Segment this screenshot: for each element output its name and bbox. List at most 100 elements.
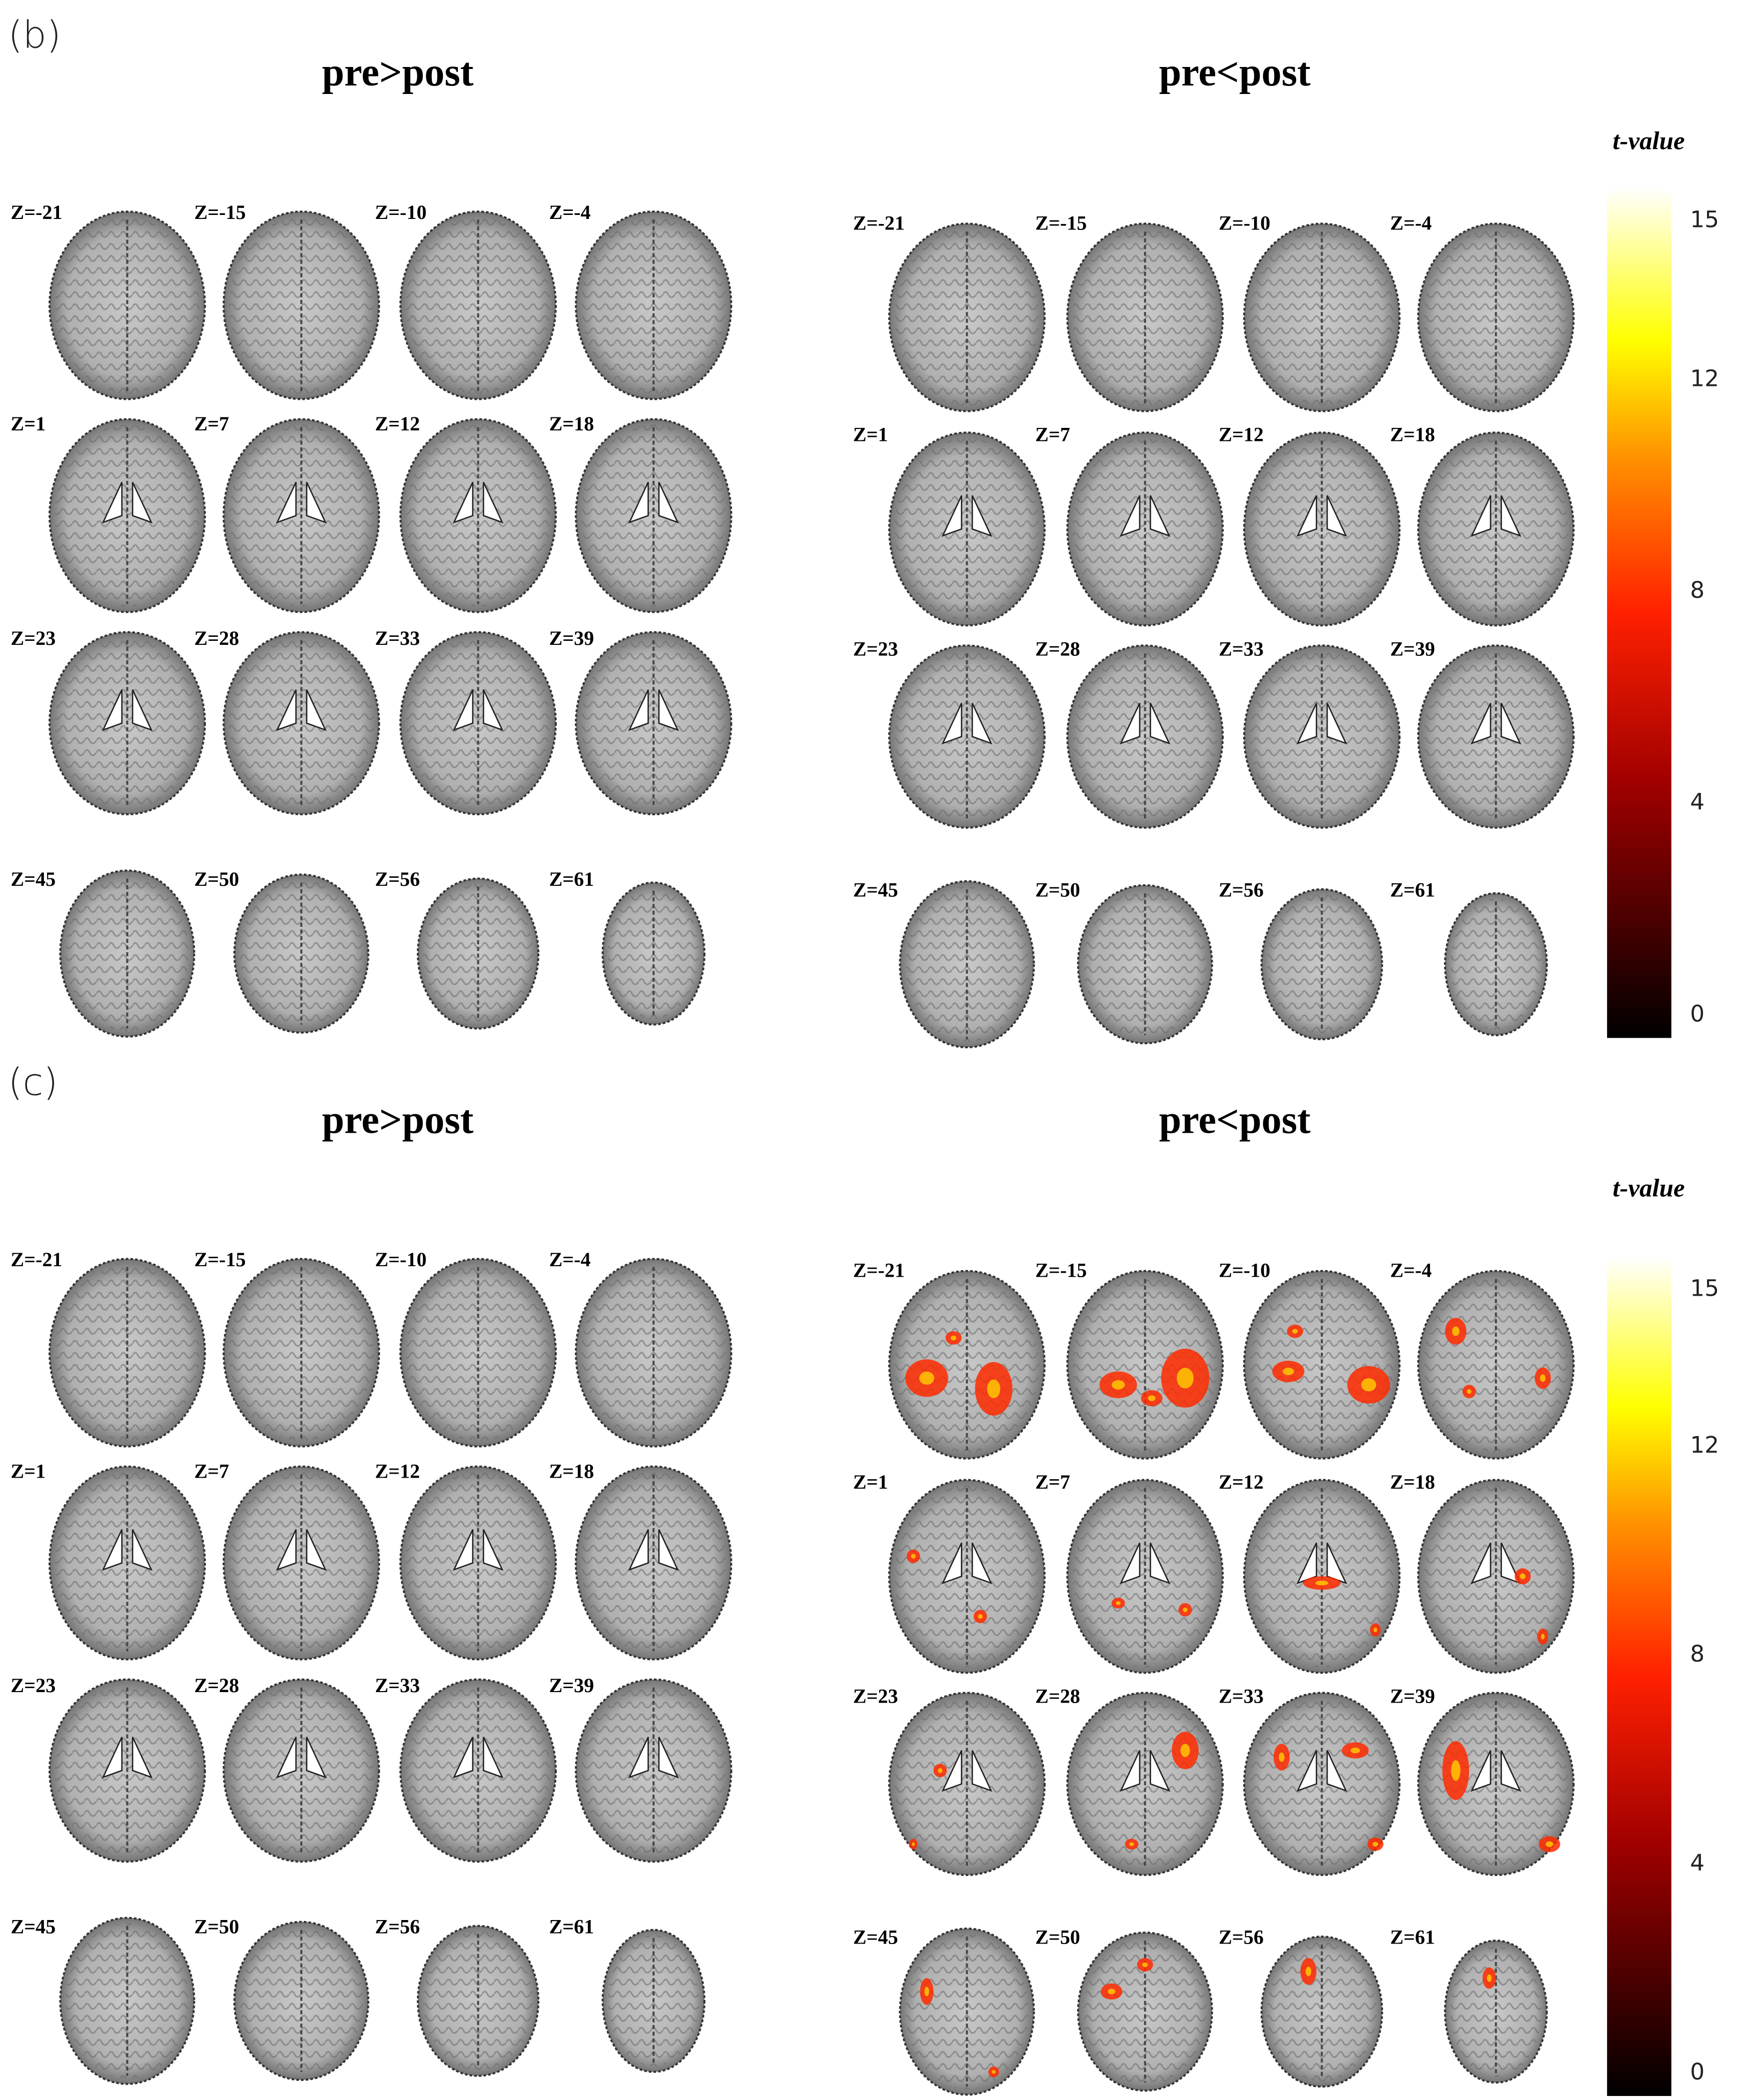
- slice-label: Z=12: [1219, 1471, 1264, 1493]
- slice-label: Z=23: [10, 627, 55, 649]
- slice-label: Z=18: [1390, 423, 1435, 446]
- slice-label: Z=-4: [549, 201, 590, 223]
- brain-texture: [54, 217, 200, 394]
- brain-texture: [1249, 229, 1395, 406]
- brain-texture: [229, 217, 374, 394]
- activation-peak: [1180, 1744, 1190, 1757]
- slice-label: Z=45: [853, 1926, 898, 1949]
- colorbar-tick-label: 4: [1690, 1850, 1705, 1876]
- slice-label: Z=33: [1219, 1685, 1264, 1707]
- ventricle: [1470, 1542, 1522, 1585]
- slice-label: Z=56: [1219, 879, 1264, 901]
- slice-label: Z=-10: [375, 1248, 426, 1271]
- activation-peak: [1112, 1380, 1125, 1390]
- ventricle: [1470, 495, 1522, 537]
- slice-label: Z=1: [853, 1471, 888, 1493]
- ventricle: [941, 1750, 993, 1792]
- ventricle: [1119, 703, 1171, 745]
- group-title: pre>post: [322, 50, 474, 94]
- colorbar-tick-label: 12: [1690, 365, 1719, 391]
- slice-label: Z=28: [1035, 637, 1080, 660]
- panel: (b) pre>post Z=-21 Z=-15 Z=-10 Z=-4 Z=1 Z=7 Z=12…: [8, 13, 1719, 1049]
- activation-peak: [992, 2070, 996, 2074]
- slice-label: Z=1: [853, 423, 888, 446]
- slice-label: Z=23: [853, 1685, 898, 1707]
- colorbar-tick-label: 15: [1690, 1275, 1719, 1302]
- activation-peak: [1108, 1989, 1116, 1995]
- colorbar-tick-label: 12: [1690, 1432, 1719, 1458]
- slice-label: Z=28: [194, 1674, 239, 1697]
- slice-label: Z=23: [10, 1674, 55, 1697]
- colorbar-tick-label: 0: [1690, 1000, 1705, 1027]
- activation-peak: [1142, 1962, 1148, 1968]
- ventricle: [101, 481, 153, 524]
- slice-label: Z=61: [1390, 1926, 1435, 1949]
- slice-label: Z=7: [1035, 423, 1070, 446]
- activation-peak: [1467, 1389, 1472, 1394]
- ventricle: [941, 495, 993, 537]
- activation-peak: [978, 1614, 983, 1619]
- slice-label: Z=12: [375, 1460, 420, 1482]
- activation-peak: [1305, 1967, 1312, 1977]
- activation-peak: [1116, 1601, 1121, 1605]
- colorbar-tick-label: 0: [1690, 2059, 1705, 2085]
- colorbar-tick-label: 8: [1690, 1641, 1705, 1667]
- slice-label: Z=-4: [1390, 1259, 1432, 1281]
- panel-label: (c): [8, 1060, 58, 1104]
- activation-peak: [911, 1554, 916, 1559]
- brain-texture: [581, 1264, 726, 1441]
- slice-label: Z=56: [375, 868, 420, 890]
- slice-label: Z=56: [375, 1915, 420, 1938]
- activation-peak: [1292, 1329, 1298, 1334]
- slice-label: Z=39: [1390, 637, 1435, 660]
- activation-peak: [1279, 1752, 1285, 1762]
- slice-label: Z=-15: [1035, 1259, 1087, 1281]
- ventricle: [1119, 1542, 1171, 1585]
- slice-label: Z=-21: [853, 211, 905, 234]
- ventricle: [452, 1529, 504, 1571]
- colorbar-title: t-value: [1613, 1175, 1685, 1203]
- ventricle: [1119, 1750, 1171, 1792]
- activation-peak: [1487, 1974, 1492, 1982]
- group-title: pre>post: [322, 1097, 474, 1142]
- ventricle: [941, 1542, 993, 1585]
- activation-peak: [1315, 1581, 1329, 1586]
- colorbar-title: t-value: [1613, 127, 1685, 155]
- activation-peak: [924, 1987, 929, 1997]
- slice-label: Z=-10: [375, 201, 426, 223]
- ventricle: [1296, 495, 1348, 537]
- slice-label: Z=33: [375, 1674, 420, 1697]
- brain-texture: [405, 217, 551, 394]
- slice-label: Z=18: [549, 1460, 594, 1482]
- activation-peak: [1373, 1627, 1378, 1633]
- slice-label: Z=12: [375, 412, 420, 435]
- activation-peak: [1129, 1842, 1134, 1847]
- brain-texture: [239, 1927, 363, 2075]
- panel: (c) pre>post Z=-21 Z=-15 Z=-10 Z=-4 Z=1 Z=7 Z=12…: [8, 1060, 1719, 2096]
- activation-peak: [1183, 1607, 1188, 1613]
- brain-texture: [1083, 1938, 1207, 2086]
- activation-peak: [1372, 1842, 1379, 1847]
- ventricle: [628, 1529, 679, 1571]
- brain-texture: [54, 1264, 200, 1441]
- colorbar: [1607, 1256, 1672, 2096]
- ventricle: [1296, 703, 1348, 745]
- ventricle: [1470, 1750, 1522, 1792]
- ventricle: [1470, 703, 1522, 745]
- slice-label: Z=61: [549, 868, 594, 890]
- slice-label: Z=-21: [10, 1248, 62, 1271]
- activation-peak: [1546, 1841, 1554, 1847]
- slice-label: Z=39: [549, 1674, 594, 1697]
- slice-label: Z=-15: [194, 201, 245, 223]
- activation-peak: [1283, 1368, 1294, 1376]
- activation-peak: [919, 1371, 935, 1385]
- slice-label: Z=28: [1035, 1685, 1080, 1707]
- ventricle: [1296, 1750, 1348, 1792]
- slice-label: Z=7: [194, 412, 229, 435]
- brain-texture: [405, 1264, 551, 1441]
- panel-label: (b): [8, 13, 61, 57]
- slice-label: Z=-10: [1219, 1259, 1270, 1281]
- brain-texture: [581, 217, 726, 394]
- activation-peak: [1177, 1368, 1194, 1389]
